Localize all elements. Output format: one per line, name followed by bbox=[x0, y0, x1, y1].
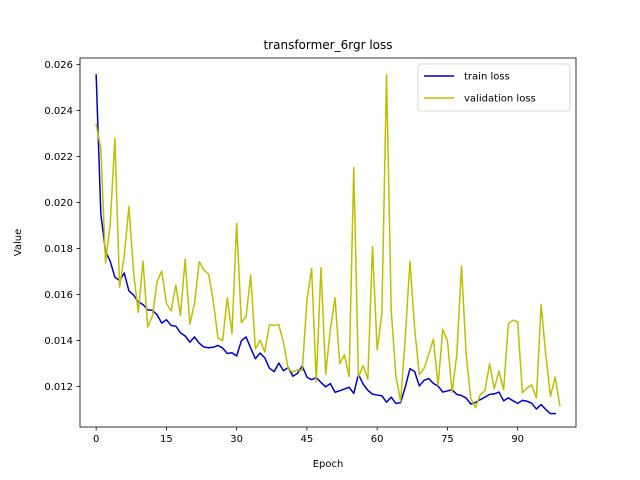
y-tick-label: 0.014 bbox=[44, 336, 73, 347]
y-tick-label: 0.026 bbox=[44, 60, 73, 71]
y-axis: 0.012 0.014 0.016 0.018 0.020 0.022 0.024 0.026 bbox=[44, 60, 80, 393]
x-tick-label: 30 bbox=[230, 434, 243, 445]
y-tick-label: 0.022 bbox=[44, 152, 73, 163]
y-tick-label: 0.016 bbox=[44, 290, 73, 301]
legend-label-0: train loss bbox=[464, 72, 510, 83]
y-tick-label: 0.024 bbox=[44, 106, 73, 117]
x-tick-label: 75 bbox=[441, 434, 454, 445]
x-axis: 0 15 30 45 60 75 90 bbox=[93, 427, 524, 445]
plot-frame bbox=[79, 57, 577, 428]
legend-label-1: validation loss bbox=[464, 94, 536, 105]
y-axis-label: Value bbox=[13, 229, 24, 256]
x-axis-label: Epoch bbox=[313, 459, 344, 470]
y-tick-label: 0.020 bbox=[44, 198, 73, 209]
x-tick-label: 45 bbox=[301, 434, 314, 445]
legend-box bbox=[417, 63, 571, 112]
x-tick-label: 60 bbox=[371, 434, 384, 445]
plot-area bbox=[95, 73, 561, 415]
x-tick-label: 15 bbox=[160, 434, 173, 445]
legend: train loss validation loss bbox=[417, 63, 571, 112]
x-tick-label: 90 bbox=[511, 434, 524, 445]
chart-title: transformer_6rgr loss bbox=[263, 38, 392, 52]
x-tick-label: 0 bbox=[93, 434, 99, 445]
series-line-1 bbox=[95, 73, 561, 409]
y-tick-label: 0.012 bbox=[44, 382, 73, 393]
y-tick-label: 0.018 bbox=[44, 244, 73, 255]
